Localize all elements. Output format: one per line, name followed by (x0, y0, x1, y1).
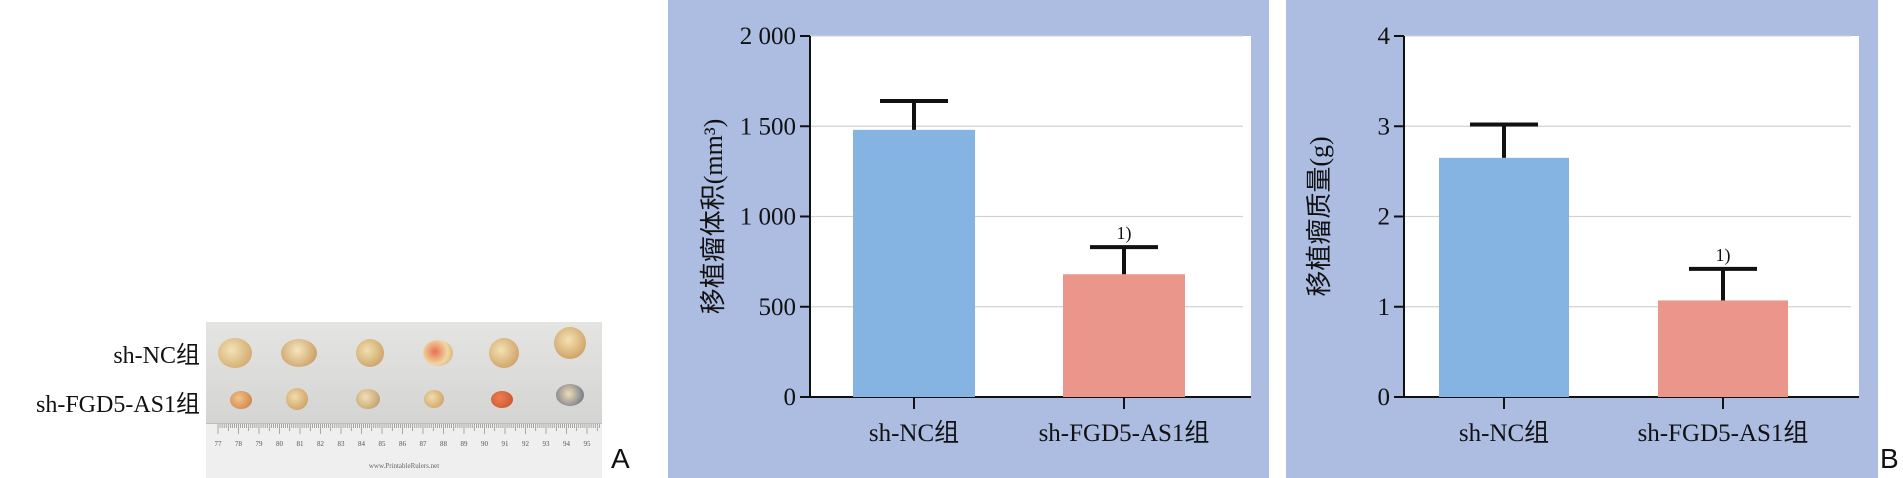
tumor-fgd5-1 (230, 391, 252, 409)
ruler-number-77: 77 (215, 440, 223, 448)
y-tick-label-1500: 1 500 (740, 113, 796, 140)
y-tick-label-2000: 2 000 (740, 23, 796, 50)
volume-chart: 0 500 1 000 1 500 2 000 移植瘤体积(mm³) sh-NC组 sh-FG… (668, 0, 1269, 478)
x-tick-label-2: sh-FGD5-AS1组 (1638, 419, 1809, 447)
tumor-nc-5 (489, 338, 519, 368)
bar-2 (1658, 300, 1788, 397)
ruler-number-78: 78 (235, 440, 243, 448)
bar-1 (1439, 157, 1569, 397)
photo-background (206, 322, 602, 423)
ruler-number-88: 88 (440, 440, 448, 448)
ruler-number-95: 95 (584, 440, 592, 448)
tumor-nc-6 (554, 327, 586, 359)
ruler-number-93: 93 (543, 440, 551, 448)
y-axis-label: 移植瘤体积(mm³) (699, 119, 728, 315)
panel-letter-b: B (1880, 443, 1899, 474)
y-tick-label-0: 0 (784, 384, 797, 411)
y-tick-label-500: 500 (759, 294, 797, 321)
tumor-nc-3 (356, 339, 384, 367)
ruler-number-84: 84 (358, 440, 366, 448)
tumor-nc-1 (218, 338, 252, 368)
y-tick-label-1000: 1 000 (740, 204, 796, 231)
mass-chart: 0 1 2 3 4 移植瘤质量(g) sh-NC组 sh-FGD5-AS1组 1) (1286, 0, 1878, 478)
ruler-scale: 77 78 79 80 81 82 83 84 85 86 87 88 89 90 91 92 93 94 95 ww… (215, 424, 600, 470)
y-tick-label-0: 0 (1378, 384, 1391, 411)
ruler-credit: www.PrintableRulers.net (369, 462, 439, 470)
tumor-fgd5-4 (424, 390, 444, 408)
ruler-number-89: 89 (461, 440, 469, 448)
bar-1 (853, 129, 975, 398)
tumor-fgd5-6 (556, 384, 584, 406)
y-axis-label: 移植瘤质量(g) (1305, 136, 1334, 296)
ruler-number-94: 94 (563, 440, 571, 448)
bar-2 (1063, 274, 1185, 397)
y-tick-label-3: 3 (1378, 113, 1391, 140)
tumor-nc-4 (423, 340, 453, 366)
ruler-number-79: 79 (256, 440, 264, 448)
ruler-number-87: 87 (420, 440, 428, 448)
ruler-number-85: 85 (379, 440, 387, 448)
x-tick-label-1: sh-NC组 (869, 419, 959, 447)
ruler-number-86: 86 (399, 440, 407, 448)
ruler-number-80: 80 (276, 440, 284, 448)
y-tick-label-4: 4 (1378, 23, 1391, 50)
y-tick-label-2: 2 (1378, 204, 1391, 231)
ruler-number-90: 90 (481, 440, 489, 448)
ruler-number-82: 82 (317, 440, 325, 448)
y-tick-label-1: 1 (1378, 294, 1391, 321)
ruler-number-91: 91 (502, 440, 510, 448)
row-label-sh-fgd5-as1: sh-FGD5-AS1组 (35, 392, 200, 418)
x-tick-label-1: sh-NC组 (1459, 419, 1549, 447)
tumor-fgd5-3 (356, 389, 380, 409)
ruler-number-81: 81 (297, 440, 305, 448)
tumor-photo: 77 78 79 80 81 82 83 84 85 86 87 88 89 90 91 92 93 94 95 ww… (206, 322, 602, 478)
ruler: 77 78 79 80 81 82 83 84 85 86 87 88 89 90 91 92 93 94 95 ww… (206, 423, 602, 478)
significance-mark-2: 1) (1117, 223, 1132, 244)
row-label-sh-nc: sh-NC组 (113, 343, 200, 369)
tumor-fgd5-2 (286, 388, 308, 410)
tumor-nc-2 (281, 339, 317, 367)
tumor-fgd5-5 (491, 391, 513, 408)
x-tick-label-2: sh-FGD5-AS1组 (1039, 419, 1210, 447)
ruler-number-83: 83 (338, 440, 346, 448)
ruler-number-92: 92 (522, 440, 530, 448)
panel-letter-a: A (611, 443, 630, 474)
significance-mark-2: 1) (1716, 245, 1731, 266)
